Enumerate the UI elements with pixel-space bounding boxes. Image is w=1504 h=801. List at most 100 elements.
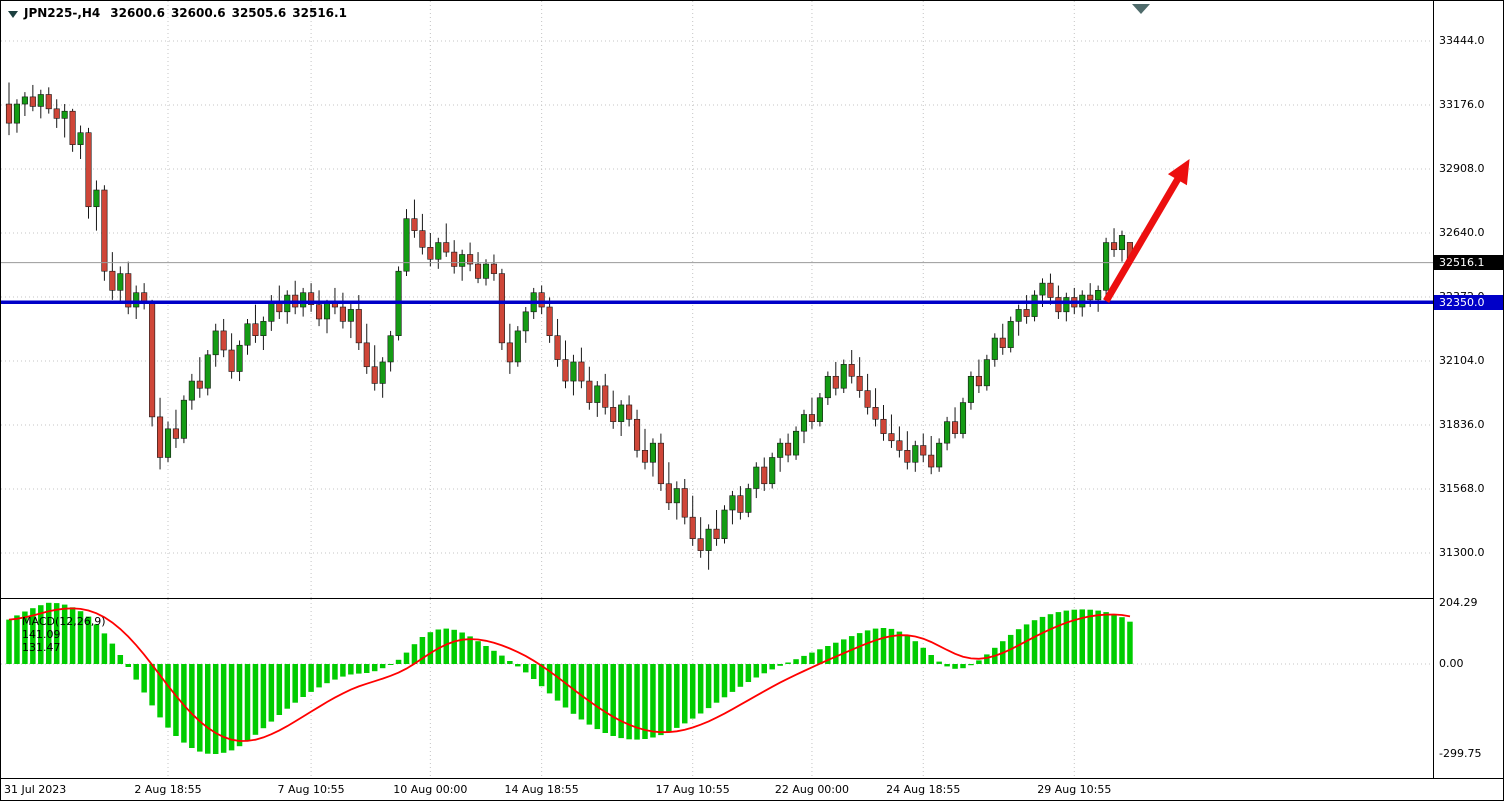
trend-arrow-head[interactable] bbox=[1167, 158, 1190, 186]
macd-histogram-bar bbox=[944, 664, 950, 667]
macd-histogram-bar bbox=[721, 664, 728, 698]
candle bbox=[1007, 321, 1014, 348]
candle bbox=[697, 538, 704, 551]
candle bbox=[37, 94, 44, 107]
macd-panel[interactable] bbox=[1, 599, 1433, 778]
macd-histogram-bar bbox=[602, 664, 608, 733]
macd-histogram-bar bbox=[936, 661, 942, 664]
macd-histogram-bar bbox=[491, 650, 497, 664]
candle bbox=[347, 309, 354, 322]
panel-separator[interactable] bbox=[1, 598, 1433, 599]
trend-arrow-shaft[interactable] bbox=[1103, 174, 1183, 303]
macd-histogram-bar bbox=[308, 664, 314, 692]
candle bbox=[490, 263, 498, 274]
candle bbox=[904, 450, 911, 463]
candle bbox=[602, 385, 609, 408]
candle bbox=[188, 380, 195, 401]
macd-histogram-bar bbox=[340, 664, 346, 677]
candle bbox=[339, 306, 346, 322]
macd-histogram-bar bbox=[618, 664, 624, 739]
macd-axis-label: -299.75 bbox=[1439, 746, 1482, 760]
candle bbox=[451, 251, 458, 267]
macd-histogram-bar bbox=[745, 664, 752, 682]
macd-histogram-bar bbox=[109, 643, 116, 664]
candle bbox=[164, 428, 172, 458]
price-axis[interactable]: 32516.1 32350.0 33444.0 33176.0 32908.0 326… bbox=[1434, 1, 1503, 778]
macd-histogram-bar bbox=[538, 664, 545, 687]
macd-axis-label: 0.00 bbox=[1439, 657, 1464, 670]
macd-histogram-bar bbox=[141, 664, 147, 693]
macd-histogram-bar bbox=[467, 636, 473, 664]
price-axis-label: 31568.0 bbox=[1439, 482, 1485, 495]
macd-histogram-bar bbox=[316, 664, 322, 688]
macd-histogram-bar bbox=[737, 664, 744, 687]
macd-histogram-bar bbox=[952, 664, 958, 669]
macd-histogram-bar bbox=[777, 664, 783, 666]
time-axis-label: 31 Jul 2023 bbox=[4, 783, 67, 796]
macd-histogram-bar bbox=[1015, 629, 1022, 664]
candle bbox=[705, 528, 712, 551]
candle bbox=[1111, 242, 1118, 251]
macd-histogram-bar bbox=[841, 639, 847, 664]
symbol-menu-icon[interactable] bbox=[8, 10, 18, 18]
macd-histogram-bar bbox=[125, 664, 131, 667]
macd-histogram-bar bbox=[189, 664, 195, 748]
candle bbox=[936, 442, 943, 468]
macd-histogram-bar bbox=[268, 664, 275, 722]
candle bbox=[896, 440, 903, 451]
candle bbox=[570, 361, 577, 382]
macd-histogram-bar bbox=[499, 655, 505, 664]
macd-histogram-bar bbox=[984, 654, 990, 664]
macd-histogram-bar bbox=[507, 661, 513, 664]
candle bbox=[411, 218, 418, 231]
candle bbox=[975, 375, 982, 387]
macd-histogram-bar bbox=[864, 630, 871, 664]
candle bbox=[1055, 297, 1062, 313]
macd-histogram-bar bbox=[920, 647, 926, 664]
macd-signal-line bbox=[8, 607, 1131, 742]
macd-histogram-bar bbox=[459, 632, 465, 664]
time-axis-label: 7 Aug 10:55 bbox=[277, 783, 345, 796]
time-axis-label: 14 Aug 18:55 bbox=[504, 783, 579, 796]
price-axis-label: 31300.0 bbox=[1439, 546, 1485, 559]
macd-histogram-bar bbox=[1063, 610, 1070, 664]
candle bbox=[53, 108, 60, 119]
macd-histogram-bar bbox=[1071, 609, 1078, 664]
time-axis-label: 2 Aug 18:55 bbox=[134, 783, 202, 796]
candle bbox=[1031, 294, 1038, 317]
macd-histogram-bar bbox=[586, 664, 593, 725]
macd-histogram-bar bbox=[93, 624, 100, 664]
macd-histogram-bar bbox=[30, 608, 36, 664]
chart-shift-marker-icon[interactable] bbox=[1132, 4, 1150, 14]
macd-histogram-bar bbox=[578, 664, 585, 720]
time-axis-label: 24 Aug 18:55 bbox=[886, 783, 961, 796]
macd-histogram-bar bbox=[53, 603, 60, 664]
candle bbox=[196, 380, 203, 389]
candle bbox=[578, 361, 585, 382]
price-axis-label: 32640.0 bbox=[1439, 226, 1485, 239]
macd-histogram-bar bbox=[1079, 609, 1085, 664]
macd-histogram-bar bbox=[689, 664, 696, 719]
candle bbox=[641, 450, 649, 463]
macd-histogram-bar bbox=[483, 646, 489, 664]
candle bbox=[618, 404, 625, 422]
price-axis-label: 33444.0 bbox=[1439, 34, 1485, 47]
macd-histogram-bar bbox=[515, 664, 521, 667]
macd-histogram-bar bbox=[793, 659, 799, 664]
candle bbox=[800, 414, 808, 432]
macd-histogram-bar bbox=[85, 616, 92, 664]
candle bbox=[101, 189, 108, 272]
macd-histogram-bar bbox=[260, 664, 267, 729]
macd-histogram-bar bbox=[300, 664, 306, 697]
macd-histogram-bar bbox=[427, 632, 434, 664]
main-chart[interactable] bbox=[1, 1, 1433, 599]
candle bbox=[1047, 282, 1054, 298]
candle bbox=[999, 337, 1006, 348]
time-axis[interactable]: 31 Jul 2023 2 Aug 18:55 7 Aug 10:55 10 Aug … bbox=[1, 779, 1503, 800]
macd-histogram-bar bbox=[658, 664, 664, 736]
macd-histogram-bar bbox=[395, 659, 402, 664]
macd-histogram-bar bbox=[856, 633, 863, 664]
macd-histogram-bar bbox=[523, 664, 529, 673]
macd-histogram-bar bbox=[403, 652, 410, 664]
candle bbox=[85, 132, 92, 208]
